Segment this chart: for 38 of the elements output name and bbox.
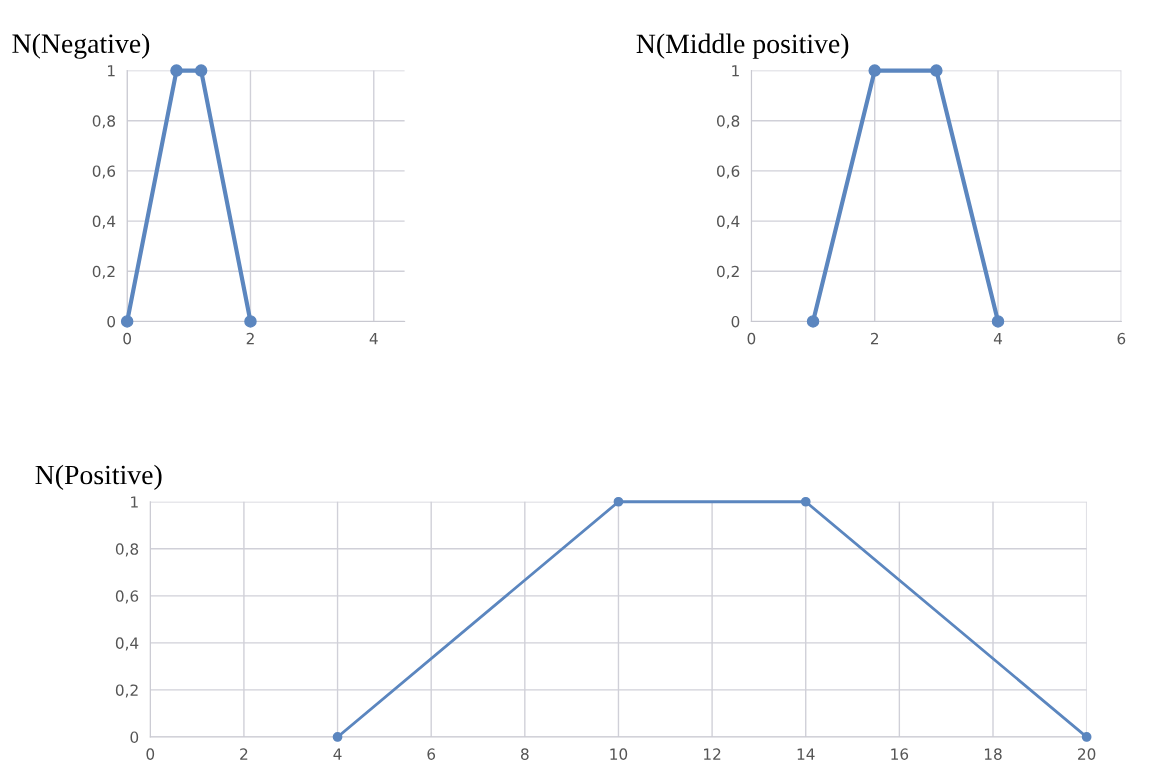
x-tick-label: 8 xyxy=(521,748,529,760)
y-tick-label: 0,2 xyxy=(717,265,739,279)
y-tick-label: 0 xyxy=(130,731,139,743)
chart-title: N(Negative) xyxy=(12,33,150,59)
x-tick-label: 0 xyxy=(146,748,155,760)
x-tick-label: 4 xyxy=(993,333,1003,345)
y-tick-label: 0,6 xyxy=(717,165,740,179)
y-tick-label: 0,8 xyxy=(92,115,115,129)
x-tick-label: 18 xyxy=(984,748,1002,760)
y-tick-label: 0,4 xyxy=(717,215,740,229)
chart-title: N(Middle positive) xyxy=(636,33,849,59)
x-tick-label: 2 xyxy=(870,332,879,345)
x-tick-label: 0 xyxy=(747,332,756,345)
y-tick-label: 0,6 xyxy=(92,165,116,179)
y-tick-label: 0,4 xyxy=(92,215,116,229)
x-tick-label: 16 xyxy=(891,748,909,760)
y-tick-label: 1 xyxy=(732,65,739,77)
y-tick-label: 1 xyxy=(131,496,138,508)
x-tick-label: 6 xyxy=(427,748,436,760)
y-tick-label: 0,8 xyxy=(115,543,139,557)
chart-title: N(Positive) xyxy=(35,464,162,490)
x-tick-label: 14 xyxy=(797,748,815,760)
y-tick-label: 0,8 xyxy=(717,115,740,129)
x-tick-label: 4 xyxy=(333,748,342,760)
x-tick-label: 2 xyxy=(240,748,248,760)
y-tick-label: 0,2 xyxy=(115,684,138,698)
y-tick-label: 0 xyxy=(107,315,116,328)
y-tick-label: 0,2 xyxy=(92,265,115,279)
x-tick-label: 2 xyxy=(246,332,254,345)
x-tick-label: 20 xyxy=(1078,748,1096,760)
y-tick-label: 0,6 xyxy=(115,590,139,604)
x-tick-label: 12 xyxy=(704,748,721,760)
x-tick-label: 10 xyxy=(610,748,628,760)
y-tick-label: 0,4 xyxy=(115,637,139,651)
x-tick-label: 6 xyxy=(1117,332,1126,345)
y-tick-label: 1 xyxy=(108,65,115,77)
x-tick-label: 4 xyxy=(369,333,378,345)
y-tick-label: 0 xyxy=(731,315,740,328)
